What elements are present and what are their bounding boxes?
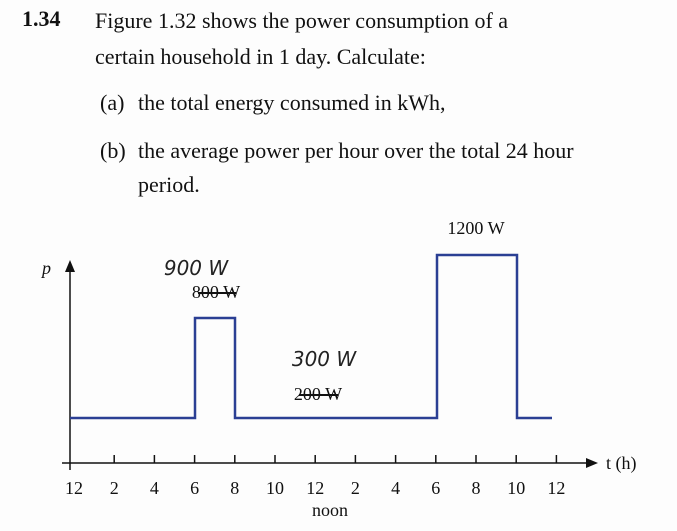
x-tick-label: 10 xyxy=(266,478,284,498)
y-arrow xyxy=(65,260,75,272)
x-tick-label: 4 xyxy=(150,478,159,498)
x-ticks: 12 2 4 6 8 10 12 2 4 6 8 10 12 xyxy=(65,455,565,498)
problem-line: certain household in 1 day. Calculate: xyxy=(95,44,426,69)
x-arrow xyxy=(586,458,598,468)
part-label: (b) xyxy=(100,138,126,163)
problem-line: Figure 1.32 shows the power consumption … xyxy=(95,8,508,33)
part-line: period. xyxy=(138,172,200,197)
y-label: p xyxy=(40,258,51,278)
noon-label: noon xyxy=(312,500,348,520)
x-tick-label: 8 xyxy=(472,478,481,498)
level-label: 1200 W xyxy=(447,218,504,238)
x-tick-label: 10 xyxy=(507,478,525,498)
x-tick-label: 12 xyxy=(65,478,83,498)
part-line: the average power per hour over the tota… xyxy=(138,138,574,163)
power-curve xyxy=(70,253,552,420)
x-tick-label: 2 xyxy=(351,478,360,498)
handwritten-note: 900 W xyxy=(164,256,230,280)
x-tick-label: 6 xyxy=(190,478,199,498)
x-tick-label: 12 xyxy=(306,478,324,498)
x-tick-label: 4 xyxy=(391,478,400,498)
x-tick-label: 6 xyxy=(431,478,440,498)
part-line: the total energy consumed in kWh, xyxy=(138,90,446,115)
problem-number: 1.34 xyxy=(22,6,61,31)
x-tick-label: 8 xyxy=(230,478,239,498)
figure: p t (h) 12 2 4 6 8 10 12 2 4 6 8 10 12 noon 1200 W 8… xyxy=(40,218,637,520)
x-tick-label: 12 xyxy=(547,478,565,498)
part-label: (a) xyxy=(100,90,124,115)
handwritten-note: 300 W xyxy=(292,347,358,371)
x-label: t (h) xyxy=(606,453,637,474)
x-tick-label: 2 xyxy=(110,478,119,498)
